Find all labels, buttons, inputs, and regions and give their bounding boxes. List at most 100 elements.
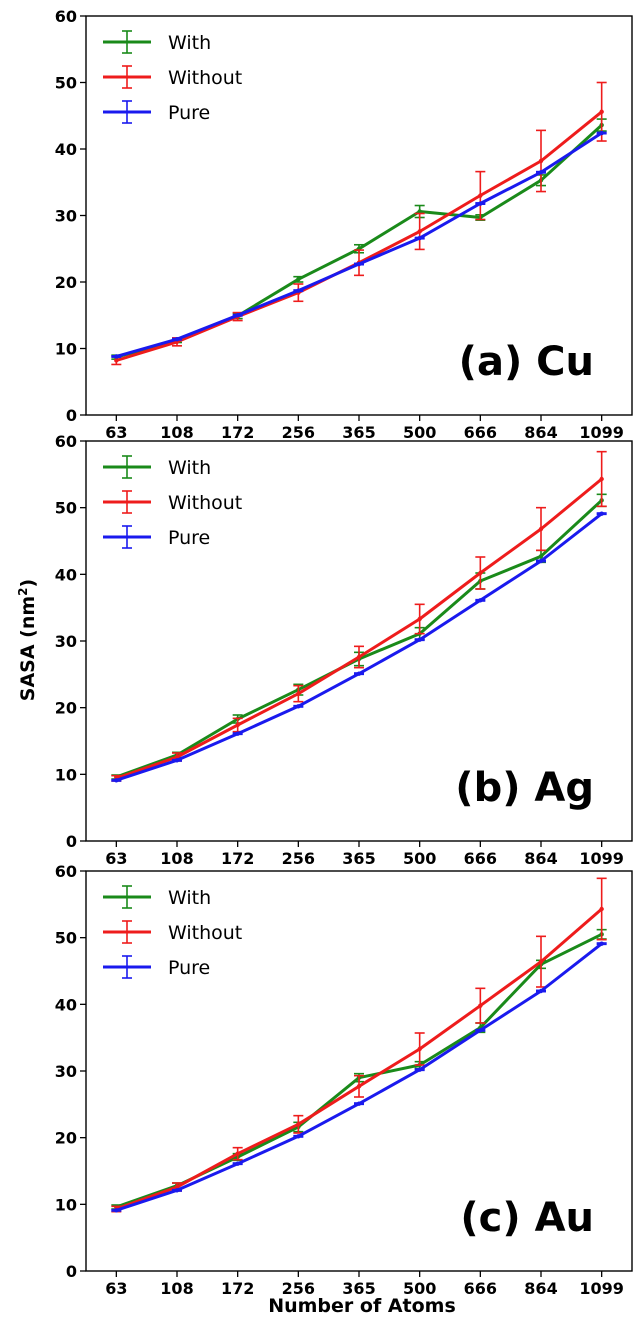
- x-tick-label-c-1099: 1099: [579, 1279, 624, 1298]
- x-tick-label-a-108: 108: [160, 423, 193, 442]
- data-point-c-without-365: [356, 1084, 362, 1089]
- data-point-b-pure-365: [356, 671, 362, 676]
- data-point-a-without-500: [417, 229, 422, 234]
- x-tick-label-b-365: 365: [342, 849, 375, 868]
- panel-label-letter-c: (c): [460, 1195, 534, 1241]
- data-point-b-without-1099: [599, 476, 604, 482]
- data-point-b-pure-256: [296, 704, 301, 709]
- data-point-c-without-864: [538, 959, 544, 964]
- data-point-a-with-256: [296, 277, 301, 282]
- panel-label-c: (c) Au: [460, 1195, 594, 1241]
- data-point-a-pure-500: [417, 235, 422, 241]
- y-tick-label-a-20: 20: [55, 273, 77, 292]
- x-tick-label-a-864: 864: [524, 423, 557, 442]
- y-tick-label-b-40: 40: [55, 565, 77, 584]
- data-point-a-without-864: [538, 158, 544, 164]
- x-tick-label-b-256: 256: [282, 849, 315, 868]
- series-line-c-without: [115, 907, 603, 1211]
- x-tick-label-b-172: 172: [221, 849, 254, 868]
- panel-label-metal-a: Cu: [536, 339, 594, 385]
- data-point-a-pure-172: [235, 313, 240, 318]
- data-point-c-pure-864: [538, 988, 544, 994]
- data-point-a-without-666: [478, 193, 483, 198]
- x-tick-label-c-256: 256: [282, 1279, 315, 1298]
- data-point-b-pure-1099: [599, 511, 604, 516]
- x-tick-label-a-500: 500: [403, 423, 436, 442]
- y-tick-label-c-60: 60: [55, 862, 77, 881]
- y-tick-label-a-50: 50: [55, 74, 77, 93]
- data-point-b-pure-666: [478, 598, 483, 603]
- x-tick-label-c-666: 666: [464, 1279, 497, 1298]
- legend-c: With Without Pure: [103, 885, 242, 979]
- panel-label-letter-a: (a): [459, 339, 536, 385]
- legend-label-c-pure: Pure: [168, 957, 210, 979]
- data-point-b-pure-500: [417, 637, 422, 642]
- data-point-a-pure-256: [296, 288, 301, 293]
- data-point-b-without-864: [538, 526, 544, 532]
- y-tick-label-b-20: 20: [55, 699, 77, 718]
- x-tick-label-b-500: 500: [403, 849, 436, 868]
- x-tick-label-a-256: 256: [282, 423, 315, 442]
- x-tick-label-a-172: 172: [221, 423, 254, 442]
- y-axis-title-text: SASA (nm: [17, 596, 39, 701]
- data-point-b-without-108: [174, 754, 180, 760]
- legend-label-b-pure: Pure: [168, 527, 210, 549]
- x-tick-label-b-108: 108: [160, 849, 193, 868]
- y-axis-title-sup: 2: [16, 587, 30, 595]
- data-point-c-pure-63: [114, 1208, 119, 1213]
- data-point-c-without-172: [235, 1151, 240, 1156]
- x-tick-label-a-63: 63: [105, 423, 127, 442]
- x-tick-label-c-172: 172: [221, 1279, 254, 1298]
- data-point-c-without-1099: [599, 906, 604, 912]
- y-tick-label-b-60: 60: [55, 432, 77, 451]
- data-point-c-pure-500: [417, 1067, 422, 1072]
- legend-label-c-with: With: [168, 887, 211, 909]
- data-point-a-pure-1099: [599, 130, 604, 136]
- legend-b: With Without Pure: [103, 455, 242, 549]
- x-axis-title: Number of Atoms: [268, 1295, 456, 1317]
- data-point-b-without-666: [478, 570, 483, 576]
- x-tick-label-c-63: 63: [105, 1279, 127, 1298]
- x-tick-label-c-864: 864: [524, 1279, 557, 1298]
- x-tick-label-c-500: 500: [403, 1279, 436, 1298]
- data-point-b-without-172: [235, 722, 240, 728]
- data-point-a-without-63: [114, 358, 119, 363]
- data-point-c-without-256: [296, 1122, 301, 1127]
- panel-c: 0 10 20 30 40 50 60 63 108 172 256 365 500 666 864 1099…: [55, 862, 633, 1298]
- legend-label-c-without: Without: [168, 922, 242, 944]
- y-axis-title-close: ): [17, 579, 39, 588]
- x-tick-label-b-63: 63: [105, 849, 127, 868]
- legend-a: With Without Pure: [103, 30, 242, 124]
- data-point-a-without-1099: [599, 109, 604, 114]
- data-point-c-pure-365: [356, 1101, 362, 1106]
- legend-label-a-pure: Pure: [168, 102, 210, 124]
- data-point-c-pure-172: [235, 1161, 240, 1166]
- y-tick-label-c-10: 10: [55, 1195, 77, 1214]
- y-tick-label-a-10: 10: [55, 340, 77, 359]
- legend-label-a-without: Without: [168, 67, 242, 89]
- data-point-b-pure-63: [114, 778, 119, 783]
- data-point-c-pure-256: [296, 1134, 301, 1139]
- panel-label-b: (b) Ag: [455, 765, 594, 811]
- data-point-b-pure-108: [174, 758, 180, 763]
- y-axis-title: SASA (nm2): [16, 579, 39, 701]
- y-tick-label-b-10: 10: [55, 765, 77, 784]
- series-line-a-without: [115, 110, 603, 362]
- data-point-b-without-500: [417, 616, 422, 622]
- data-point-c-pure-108: [174, 1188, 180, 1193]
- data-point-c-pure-1099: [599, 941, 604, 946]
- x-tick-label-b-864: 864: [524, 849, 557, 868]
- y-tick-label-a-0: 0: [66, 406, 77, 425]
- panel-b: 0 10 20 30 40 50 60 63 108 172 256 365 500 666 864 1099…: [55, 432, 633, 868]
- series-line-b-without: [115, 477, 603, 780]
- panel-label-metal-c: Au: [535, 1195, 594, 1241]
- x-tick-label-a-365: 365: [342, 423, 375, 442]
- data-point-c-without-666: [478, 1003, 483, 1008]
- y-tick-label-c-40: 40: [55, 995, 77, 1014]
- data-point-a-pure-63: [114, 354, 119, 359]
- y-tick-label-c-0: 0: [66, 1262, 77, 1281]
- data-point-a-pure-666: [478, 201, 483, 206]
- x-tick-label-c-108: 108: [160, 1279, 193, 1298]
- y-tick-label-b-50: 50: [55, 499, 77, 518]
